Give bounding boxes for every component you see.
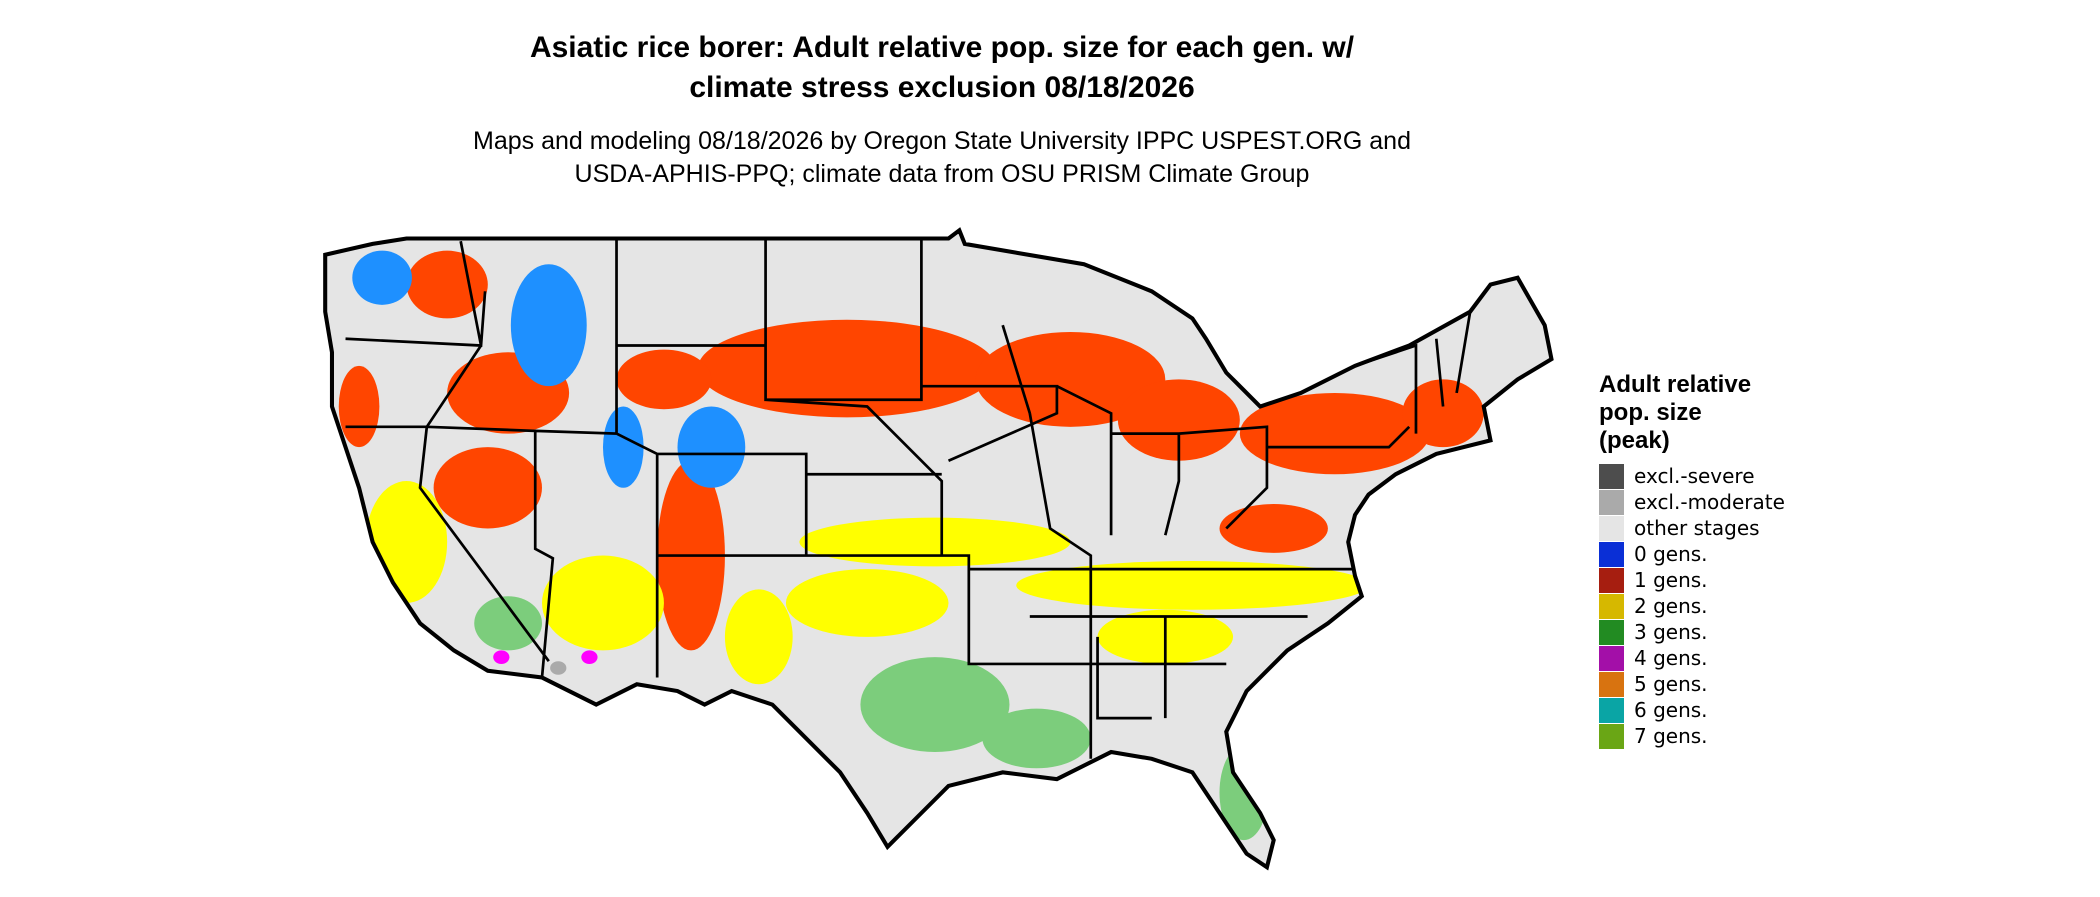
legend-label: 0 gens. [1634,542,1708,566]
legend-title-line: Adult relative [1599,371,1751,398]
legend-swatch [1599,698,1624,723]
zone-4gen [581,650,598,664]
zone-3gen [474,596,542,651]
zone-1gen [433,447,542,529]
zone-2gen [542,555,664,651]
us-map [323,227,1554,871]
zone-4gen [493,650,510,664]
zone-0gen [510,264,587,387]
legend-swatch [1599,620,1624,645]
subtitle-line: Maps and modeling 08/18/2026 by Oregon S… [473,127,1411,155]
zone-1gen [616,349,712,410]
zone-1gen [1117,379,1240,461]
legend-swatch [1599,724,1624,749]
zone-2gen [365,481,448,603]
legend-label: 5 gens. [1634,672,1708,696]
zone-2gen [799,517,1071,567]
zone-0gen [602,406,644,488]
legend-label: 3 gens. [1634,620,1708,644]
legend-label: 7 gens. [1634,724,1708,748]
legend-label: 6 gens. [1634,698,1708,722]
legend-label: excl.-moderate [1634,490,1785,514]
legend-swatch [1599,542,1624,567]
legend-title-line: (peak) [1599,427,1670,454]
legend-swatch [1599,568,1624,593]
zone-2gen [724,589,793,685]
us-outline [323,227,1554,871]
legend-swatch [1599,646,1624,671]
subtitle-line: USDA-APHIS-PPQ; climate data from OSU PR… [575,160,1310,188]
legend-swatch [1599,464,1624,489]
legend-label: 1 gens. [1634,568,1708,592]
legend-swatch [1599,490,1624,515]
legend-label: 2 gens. [1634,594,1708,618]
legend-swatch [1599,516,1624,541]
zone-1gen [1402,379,1484,448]
zone-1gen [338,365,380,448]
zone-1gen [975,331,1166,427]
state-borders [345,237,1472,759]
zone-2gen [1016,560,1369,610]
title-line: climate stress exclusion 08/18/2026 [689,71,1194,104]
zone-1gen [697,319,996,418]
zone-3gen [982,708,1091,769]
legend-label: other stages [1634,516,1760,540]
legend-swatch [1599,594,1624,619]
legend-label: 4 gens. [1634,646,1708,670]
legend-label: excl.-severe [1634,464,1755,488]
zone-1gen [406,250,488,319]
texts: Asiatic rice borer: Adult relative pop. … [473,31,1785,749]
legend-swatch [1599,672,1624,697]
zone-0gen [352,250,412,305]
zone-2gen [785,569,949,637]
zone-3gen [860,657,1010,753]
zone-1gen [1239,392,1430,475]
zone-0gen [677,406,746,488]
generation-zones [338,250,1484,841]
legend-title-line: pop. size [1599,399,1702,426]
title-line: Asiatic rice borer: Adult relative pop. … [530,31,1355,64]
zone-excl [550,661,567,675]
zone-1gen [1219,504,1328,553]
